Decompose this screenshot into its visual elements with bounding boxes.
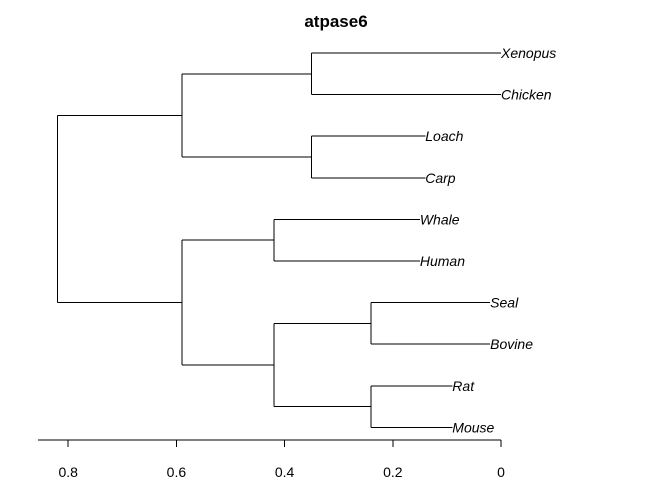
leaf-label-bovine: Bovine [490,336,533,352]
dendrogram-branches [56,52,501,428]
leaf-label-carp: Carp [425,170,456,186]
x-tick-label: 0.8 [58,464,78,480]
leaf-label-mouse: Mouse [452,419,494,435]
x-tick-label: 0 [497,464,505,480]
x-tick-label: 0.4 [275,464,295,480]
chart-title: atpase6 [304,12,367,31]
leaf-label-chicken: Chicken [501,87,552,103]
leaf-labels: Xenopus Chicken Loach Carp Whale Human Seal Bov… [420,45,556,435]
x-axis: 0.8 0.6 0.4 0.2 0 [38,439,505,480]
leaf-label-xenopus: Xenopus [500,45,556,61]
leaf-label-loach: Loach [425,128,463,144]
leaf-label-whale: Whale [420,211,460,227]
x-tick-label: 0.2 [383,464,403,480]
x-tick-label: 0.6 [167,464,187,480]
leaf-label-seal: Seal [490,295,519,311]
leaf-label-rat: Rat [452,378,475,394]
leaf-label-human: Human [420,253,465,269]
